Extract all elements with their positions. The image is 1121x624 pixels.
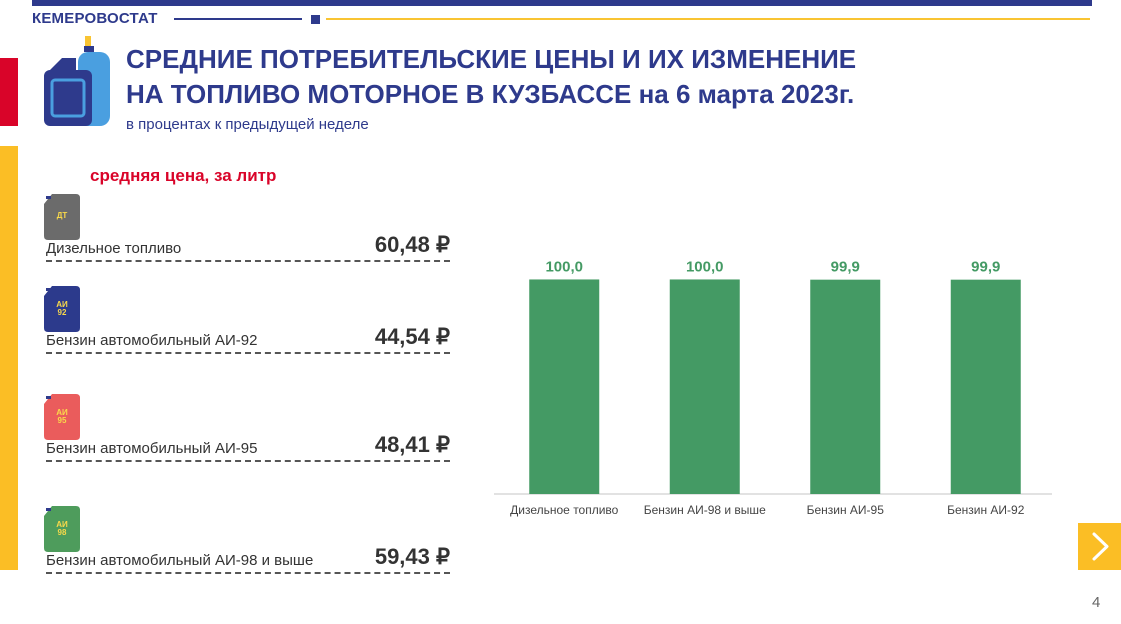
title-line-2: НА ТОПЛИВО МОТОРНОЕ В КУЗБАССЕ на 6 март… — [126, 79, 855, 109]
top-bar — [32, 0, 1092, 6]
fuel-canister-icon: АИ 92 — [44, 286, 80, 332]
page-number: 4 — [1092, 594, 1101, 611]
fuel-price: 60,48 ₽ — [374, 232, 450, 257]
fuel-canister-icon: ДТ — [44, 194, 80, 240]
chart-bar — [950, 279, 1021, 494]
yellow-accent-strip — [0, 146, 18, 570]
next-slide-button[interactable] — [1078, 523, 1121, 570]
change-bar-chart: 100,0 Дизельное топливо 100,0 Бензин АИ-98 … — [490, 230, 1060, 530]
page-subtitle: в процентах к предыдущей неделе — [126, 116, 369, 133]
price-divider — [46, 572, 450, 574]
fuel-price: 59,43 ₽ — [374, 544, 450, 569]
price-divider — [46, 260, 450, 262]
x-tick-label: Бензин АИ-98 и выше — [644, 503, 766, 517]
fuel-price: 44,54 ₽ — [374, 324, 450, 349]
red-accent-strip — [0, 58, 18, 126]
fuel-name: Бензин автомобильный АИ-98 и выше — [46, 552, 314, 569]
bar-value-label: 99,9 — [831, 259, 860, 276]
brand-accent-line — [326, 18, 1090, 20]
chart-bar — [669, 279, 740, 494]
fuel-canister-icon: АИ 98 — [44, 506, 80, 552]
fuel-name: Бензин автомобильный АИ-92 — [46, 332, 258, 349]
title-line-1: СРЕДНИЕ ПОТРЕБИТЕЛЬСКИЕ ЦЕНЫ И ИХ ИЗМЕНЕ… — [126, 44, 857, 74]
chart-canvas: 100,0 Дизельное топливо 100,0 Бензин АИ-98 … — [494, 258, 1052, 517]
fuel-name: Дизельное топливо — [46, 240, 182, 257]
bar-value-label: 99,9 — [971, 259, 1000, 276]
chevron-right-icon — [1092, 532, 1109, 561]
fuel-canister-icon — [44, 36, 110, 126]
brand-divider — [174, 18, 302, 20]
price-divider — [46, 352, 450, 354]
x-tick-label: Дизельное топливо — [510, 503, 619, 517]
brand-square — [311, 15, 320, 24]
chart-bar — [810, 279, 881, 494]
x-tick-label: Бензин АИ-92 — [947, 503, 1025, 517]
average-price-heading: средняя цена, за литр — [90, 166, 277, 185]
bar-value-label: 100,0 — [545, 258, 583, 275]
fuel-canister-icon: АИ 95 — [44, 394, 80, 440]
canister-label: АИ 98 — [56, 520, 68, 537]
canister-label: АИ 95 — [56, 408, 68, 425]
page-title: СРЕДНИЕ ПОТРЕБИТЕЛЬСКИЕ ЦЕНЫ И ИХ ИЗМЕНЕ… — [126, 42, 856, 112]
canister-label: АИ 92 — [56, 300, 68, 317]
chart-bar — [529, 279, 600, 494]
canister-label: ДТ — [57, 211, 68, 220]
fuel-price: 48,41 ₽ — [374, 432, 450, 457]
bar-value-label: 100,0 — [686, 258, 724, 275]
fuel-name: Бензин автомобильный АИ-95 — [46, 440, 258, 457]
price-divider — [46, 460, 450, 462]
x-tick-label: Бензин АИ-95 — [807, 503, 885, 517]
brand-name: КЕМЕРОВОСТАТ — [32, 10, 158, 27]
